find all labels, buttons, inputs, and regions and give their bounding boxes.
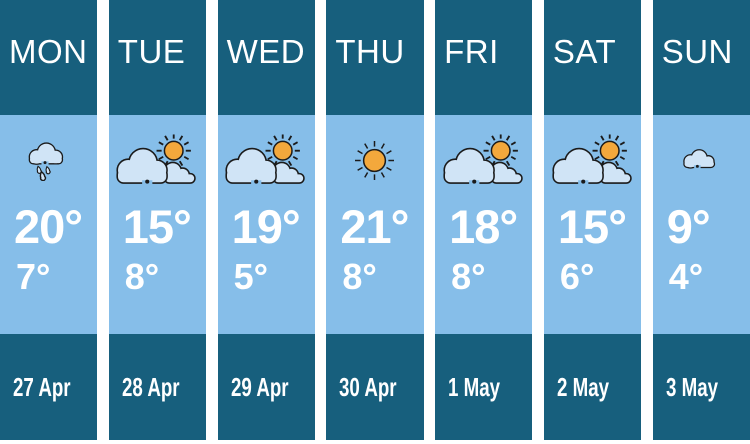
date-footer: 29 Apr [217, 334, 315, 440]
low-temp: 5° [233, 256, 268, 297]
sun-icon [326, 115, 423, 205]
high-temp: 9° [666, 200, 711, 253]
date-label: 29 Apr [230, 371, 289, 402]
day-column-thu[interactable]: THU 21° 8° 30 Apr [326, 0, 424, 440]
date-label: 1 May [448, 371, 501, 402]
date-footer: 3 May [652, 334, 750, 440]
day-body: 21° 8° [326, 115, 424, 334]
cloud-icon [653, 115, 750, 205]
date-label: 2 May [556, 371, 609, 402]
day-column-fri[interactable]: FRI [435, 0, 533, 440]
day-body: 18° 8° [435, 115, 533, 334]
low-temp: 8° [342, 256, 377, 297]
cloud-sun-icon [218, 115, 315, 205]
cloud-sun-icon [435, 115, 532, 205]
date-footer: 27 Apr [0, 334, 98, 440]
day-body: 15° 8° [108, 115, 207, 334]
high-temp: 20° [14, 200, 83, 253]
day-body: 15° 6° [543, 115, 642, 334]
day-body: 20° 7° [0, 115, 98, 334]
date-footer: 2 May [543, 334, 642, 440]
day-label: TUE [108, 0, 207, 115]
date-label: 28 Apr [121, 371, 180, 402]
date-footer: 1 May [435, 334, 533, 440]
cloud-sun-icon [544, 115, 641, 205]
cloud-sun-icon [109, 115, 206, 205]
day-label: WED [217, 0, 315, 115]
day-label: FRI [435, 0, 533, 115]
day-label: THU [326, 0, 424, 115]
high-temp: 15° [557, 200, 627, 253]
day-column-sat[interactable]: SAT [543, 0, 642, 440]
low-temp: 8° [124, 256, 160, 297]
day-column-mon[interactable]: MON 20 [0, 0, 98, 440]
date-footer: 28 Apr [108, 334, 207, 440]
rain-icon [0, 115, 97, 205]
day-body: 19° 5° [217, 115, 315, 334]
day-body: 9° 4° [652, 115, 750, 334]
high-temp: 19° [231, 200, 301, 253]
low-temp: 8° [451, 256, 486, 297]
high-temp: 18° [449, 200, 518, 253]
low-temp: 7° [16, 256, 51, 297]
high-temp: 21° [340, 200, 409, 253]
day-label: SUN [652, 0, 750, 115]
low-temp: 6° [559, 256, 595, 297]
date-label: 30 Apr [339, 371, 397, 402]
high-temp: 15° [122, 200, 192, 253]
low-temp: 4° [668, 256, 704, 297]
day-column-wed[interactable]: WED [217, 0, 315, 440]
date-label: 3 May [665, 371, 718, 402]
day-column-tue[interactable]: TUE [108, 0, 207, 440]
day-label: SAT [543, 0, 642, 115]
day-column-sun[interactable]: SUN 9° 4° 3 May [652, 0, 750, 440]
day-label: MON [0, 0, 98, 115]
date-label: 27 Apr [13, 371, 71, 402]
date-footer: 30 Apr [326, 334, 424, 440]
